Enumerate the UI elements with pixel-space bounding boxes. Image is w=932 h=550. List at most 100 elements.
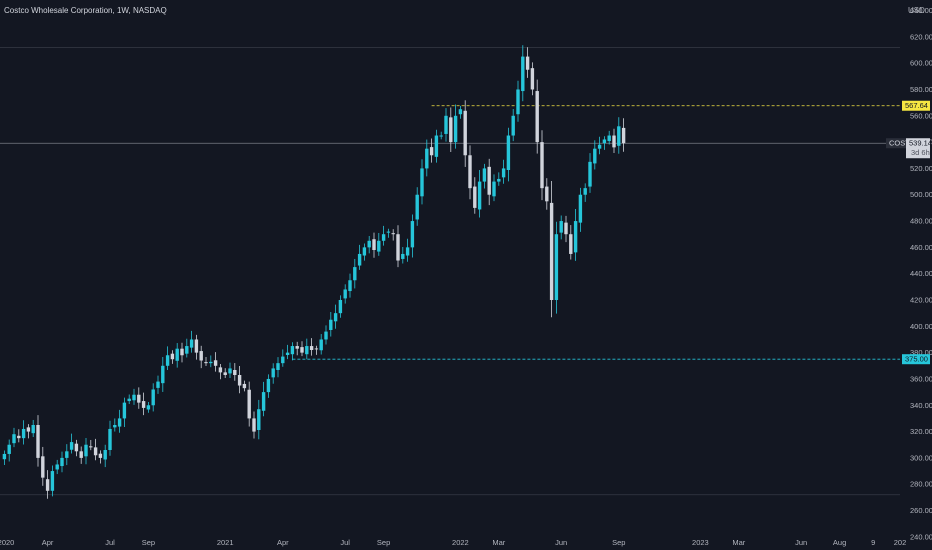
candle-body <box>189 339 194 348</box>
candle-body <box>156 381 160 388</box>
y-tick-label: 380.00 <box>910 348 932 357</box>
candle-body <box>333 313 338 322</box>
candle-body <box>343 289 347 299</box>
candle-body <box>396 234 400 261</box>
candle-body <box>578 194 583 223</box>
candle-body <box>252 418 256 432</box>
y-tick-label: 560.00 <box>910 111 932 120</box>
candle-body <box>31 425 35 434</box>
candle-body <box>583 188 587 195</box>
candle-body <box>218 367 223 373</box>
y-tick-label: 240.00 <box>910 532 932 541</box>
y-tick-label: 340.00 <box>910 401 932 410</box>
candle-body <box>386 231 391 233</box>
candle-body <box>545 186 549 202</box>
candle-body <box>290 346 295 355</box>
y-tick-label: 580.00 <box>910 85 932 94</box>
candle-body <box>204 362 208 364</box>
candle-body <box>588 161 592 187</box>
y-tick-label: 360.00 <box>910 374 932 383</box>
candle-body <box>89 446 93 448</box>
candle-body <box>151 389 155 406</box>
x-tick-label: 2020 <box>0 538 14 547</box>
candle-body <box>607 135 611 142</box>
y-tick-label: 620.00 <box>910 32 932 41</box>
y-tick-label: 460.00 <box>910 243 932 252</box>
chart-title: Costco Wholesale Corporation, 1W, NASDAQ <box>4 6 167 15</box>
candle-body <box>55 464 59 470</box>
candle-body <box>223 372 227 375</box>
candle-body <box>329 319 333 330</box>
last-price-text: 539.14 <box>909 139 932 148</box>
x-tick-label: 2021 <box>217 538 234 547</box>
candle-body <box>439 135 443 137</box>
candle-body <box>103 450 107 460</box>
candle-body <box>612 135 616 148</box>
candle-body <box>449 117 453 143</box>
x-tick-label: Sep <box>377 538 390 547</box>
candle-body <box>362 247 367 256</box>
candle-body <box>45 479 50 491</box>
candle-body <box>295 346 299 349</box>
candle-body <box>281 356 285 364</box>
candle-body <box>247 389 251 419</box>
candle-body <box>573 221 578 253</box>
candle-body <box>127 398 131 402</box>
y-tick-label: 400.00 <box>910 322 932 331</box>
candle-body <box>602 139 607 144</box>
candle-body <box>463 110 467 156</box>
x-tick-label: Jun <box>555 538 567 547</box>
candle-body <box>429 147 434 156</box>
resistance-price-text: 567.64 <box>905 101 928 110</box>
candle-body <box>60 457 64 467</box>
candle-body <box>377 240 381 252</box>
candle-body <box>569 234 573 254</box>
candle-body <box>199 351 203 361</box>
candle-body <box>381 234 386 241</box>
support-price-label: 375.00 <box>902 354 930 365</box>
candle-body <box>597 144 602 149</box>
x-tick-label: Apr <box>42 538 54 547</box>
x-tick-label: Mar <box>492 538 505 547</box>
symbol-label: COST <box>886 138 910 149</box>
candle-body <box>405 247 410 256</box>
candle-body <box>353 267 357 281</box>
candle-body <box>108 428 112 450</box>
y-tick-label: 640.00 <box>910 6 932 15</box>
x-tick-label: Jul <box>340 538 350 547</box>
candle-body <box>266 378 271 393</box>
candle-body <box>501 168 506 178</box>
candle-body <box>65 451 69 458</box>
candle-body <box>257 409 261 430</box>
candle-body <box>69 442 74 450</box>
candle-body <box>141 401 146 408</box>
candle-body <box>530 68 535 90</box>
candle-body <box>84 444 88 457</box>
candle-body <box>593 148 597 164</box>
last-price-label: 539.14 3d 6h <box>906 138 932 159</box>
y-tick-label: 260.00 <box>910 506 932 515</box>
y-tick-label: 440.00 <box>910 269 932 278</box>
candle-body <box>276 363 280 370</box>
candle-body <box>554 234 559 300</box>
candle-body <box>415 194 419 220</box>
y-tick-label: 500.00 <box>910 190 932 199</box>
candle-body <box>26 427 31 432</box>
candle-body <box>300 347 304 353</box>
x-tick-label: Apr <box>277 538 289 547</box>
candle-body <box>113 425 117 428</box>
candle-body <box>233 370 237 375</box>
support-price-text: 375.00 <box>905 355 928 364</box>
x-tick-label: Jun <box>795 538 807 547</box>
x-axis-ticks: 2020 Apr Jul Sep 2021 Apr Jul Sep 2022 Mar Jun Sep 2… <box>0 538 906 547</box>
candle-body <box>348 280 352 292</box>
candle-body <box>425 148 429 169</box>
candle-body <box>525 56 530 70</box>
candle-body <box>497 178 501 182</box>
candle-body <box>473 186 477 208</box>
horizontal-lines <box>0 46 900 496</box>
candle-body <box>564 222 568 235</box>
candle-body <box>357 253 362 266</box>
